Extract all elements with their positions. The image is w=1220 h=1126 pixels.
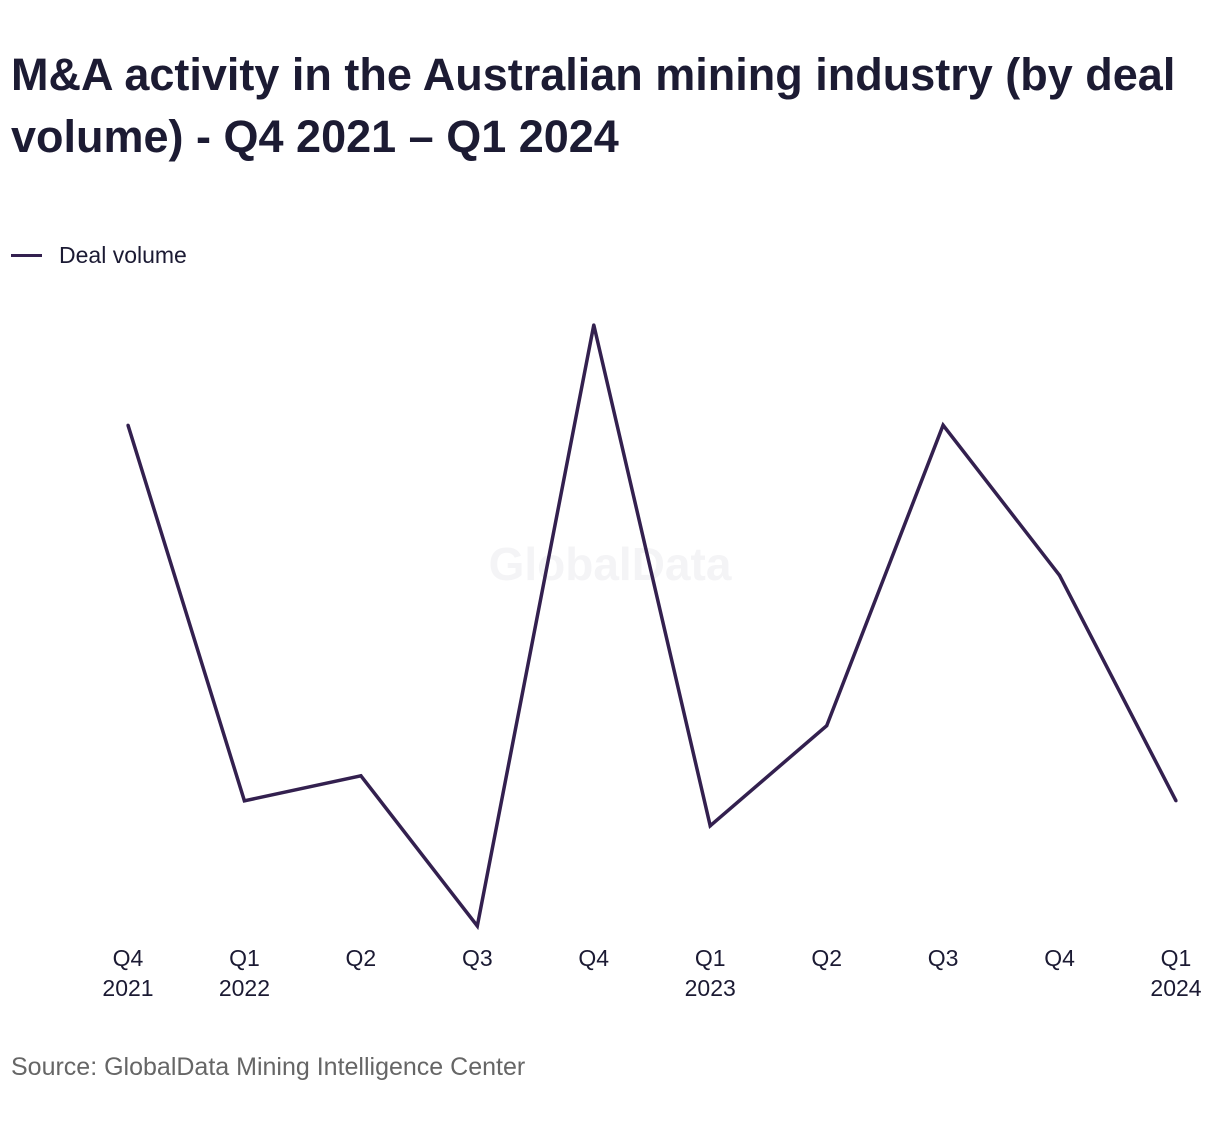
data-point: [592, 323, 596, 327]
x-tick-label: Q3: [928, 945, 959, 971]
x-tick-label: Q1 2024: [1150, 945, 1201, 1001]
x-tick-label: Q3: [462, 945, 493, 971]
x-tick-label: Q4: [1044, 945, 1075, 971]
legend: Deal volume: [11, 242, 187, 269]
data-point: [359, 774, 363, 778]
x-tick-label: Q2: [346, 945, 377, 971]
data-point: [126, 423, 130, 427]
data-point: [475, 924, 479, 928]
x-tick-label: Q4: [578, 945, 609, 971]
legend-swatch-deal-volume: [11, 254, 42, 257]
plot-area: [126, 323, 1178, 931]
data-point: [242, 799, 247, 803]
series-line-0: [126, 324, 1178, 931]
source-note: Source: GlobalData Mining Intelligence C…: [11, 1053, 526, 1081]
x-axis: Q4 2021 Q1 2022 Q2 Q3 Q4 Q1 2023 Q2 Q3 Q4 Q1 2024: [102, 945, 1201, 1001]
data-point: [1057, 573, 1062, 578]
x-tick-label: Q2: [811, 945, 842, 971]
x-tick-label: Q1 2023: [685, 945, 736, 1001]
x-tick-label: Q1 2022: [219, 945, 270, 1001]
legend-label-deal-volume: Deal volume: [59, 242, 187, 268]
data-point: [708, 824, 712, 828]
data-point: [825, 724, 829, 728]
data-point: [941, 423, 945, 427]
chart-title: M&A activity in the Australian mining in…: [11, 49, 1176, 162]
data-point: [1174, 799, 1178, 803]
x-tick-label: Q4 2021: [102, 945, 153, 1001]
watermark: GlobalData: [489, 538, 732, 590]
